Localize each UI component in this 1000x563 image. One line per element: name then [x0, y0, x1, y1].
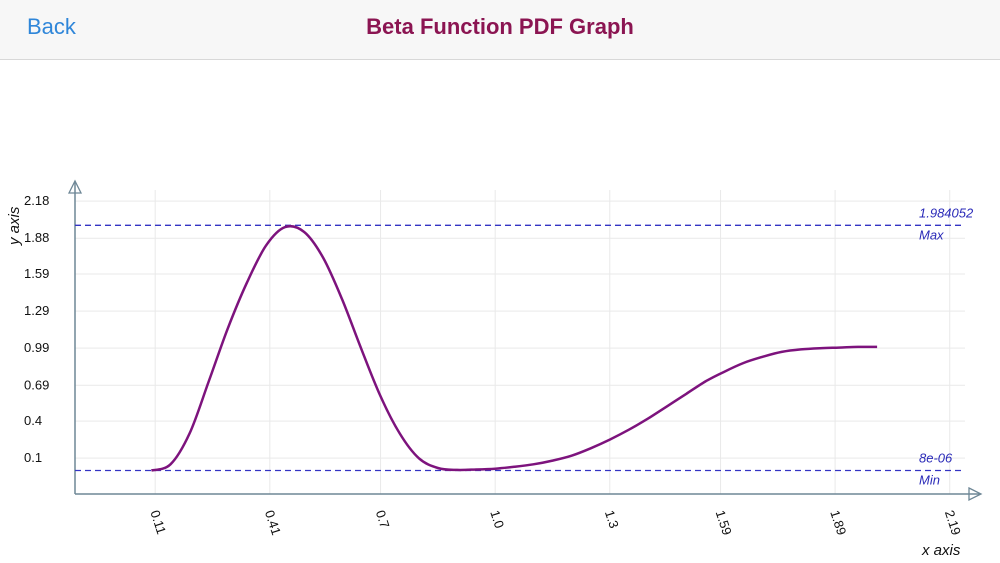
- chart-labels: 0.11 0.41 0.7 1.0 1.3 1.59 1.89 2.19 0.1 0.4 0.69 0…: [6, 193, 974, 559]
- x-tick-label: 1.89: [827, 508, 849, 537]
- chart-axes: [67, 179, 983, 502]
- y-tick-label: 1.59: [24, 266, 49, 281]
- reference-name-label: Min: [919, 473, 940, 488]
- y-tick-label: 0.69: [24, 377, 49, 392]
- page-title: Beta Function PDF Graph: [366, 14, 634, 39]
- reference-value-label: 8e-06: [919, 451, 953, 466]
- x-tick-label: 0.41: [262, 508, 284, 537]
- chart-series: [151, 224, 878, 472]
- x-tick-label: 0.7: [373, 508, 393, 530]
- series-line: [151, 224, 878, 472]
- x-tick-label: 1.3: [602, 508, 622, 530]
- x-tick-label: 1.59: [713, 508, 735, 537]
- reference-value-label: 1.984052: [919, 205, 974, 220]
- reference-name-label: Max: [919, 227, 944, 242]
- navigation-bar: Back Beta Function PDF Graph: [0, 0, 1000, 60]
- y-tick-label: 1.88: [24, 230, 49, 245]
- y-tick-label: 0.1: [24, 450, 42, 465]
- x-tick-label: 2.19: [942, 508, 964, 537]
- reference-lines: [75, 224, 965, 472]
- y-tick-label: 0.99: [24, 340, 49, 355]
- x-tick-label: 0.11: [147, 508, 169, 536]
- y-tick-label: 2.18: [24, 193, 49, 208]
- back-button[interactable]: Back: [27, 14, 76, 39]
- x-axis-arrow-icon: [968, 486, 983, 502]
- y-tick-label: 1.29: [24, 303, 49, 318]
- y-axis-arrow-icon: [67, 179, 83, 194]
- chart-grid: [75, 190, 965, 494]
- y-tick-label: 0.4: [24, 413, 42, 428]
- x-axis-title: x axis: [921, 542, 961, 559]
- x-tick-label: 1.0: [487, 508, 507, 530]
- y-axis-title: y axis: [6, 206, 23, 246]
